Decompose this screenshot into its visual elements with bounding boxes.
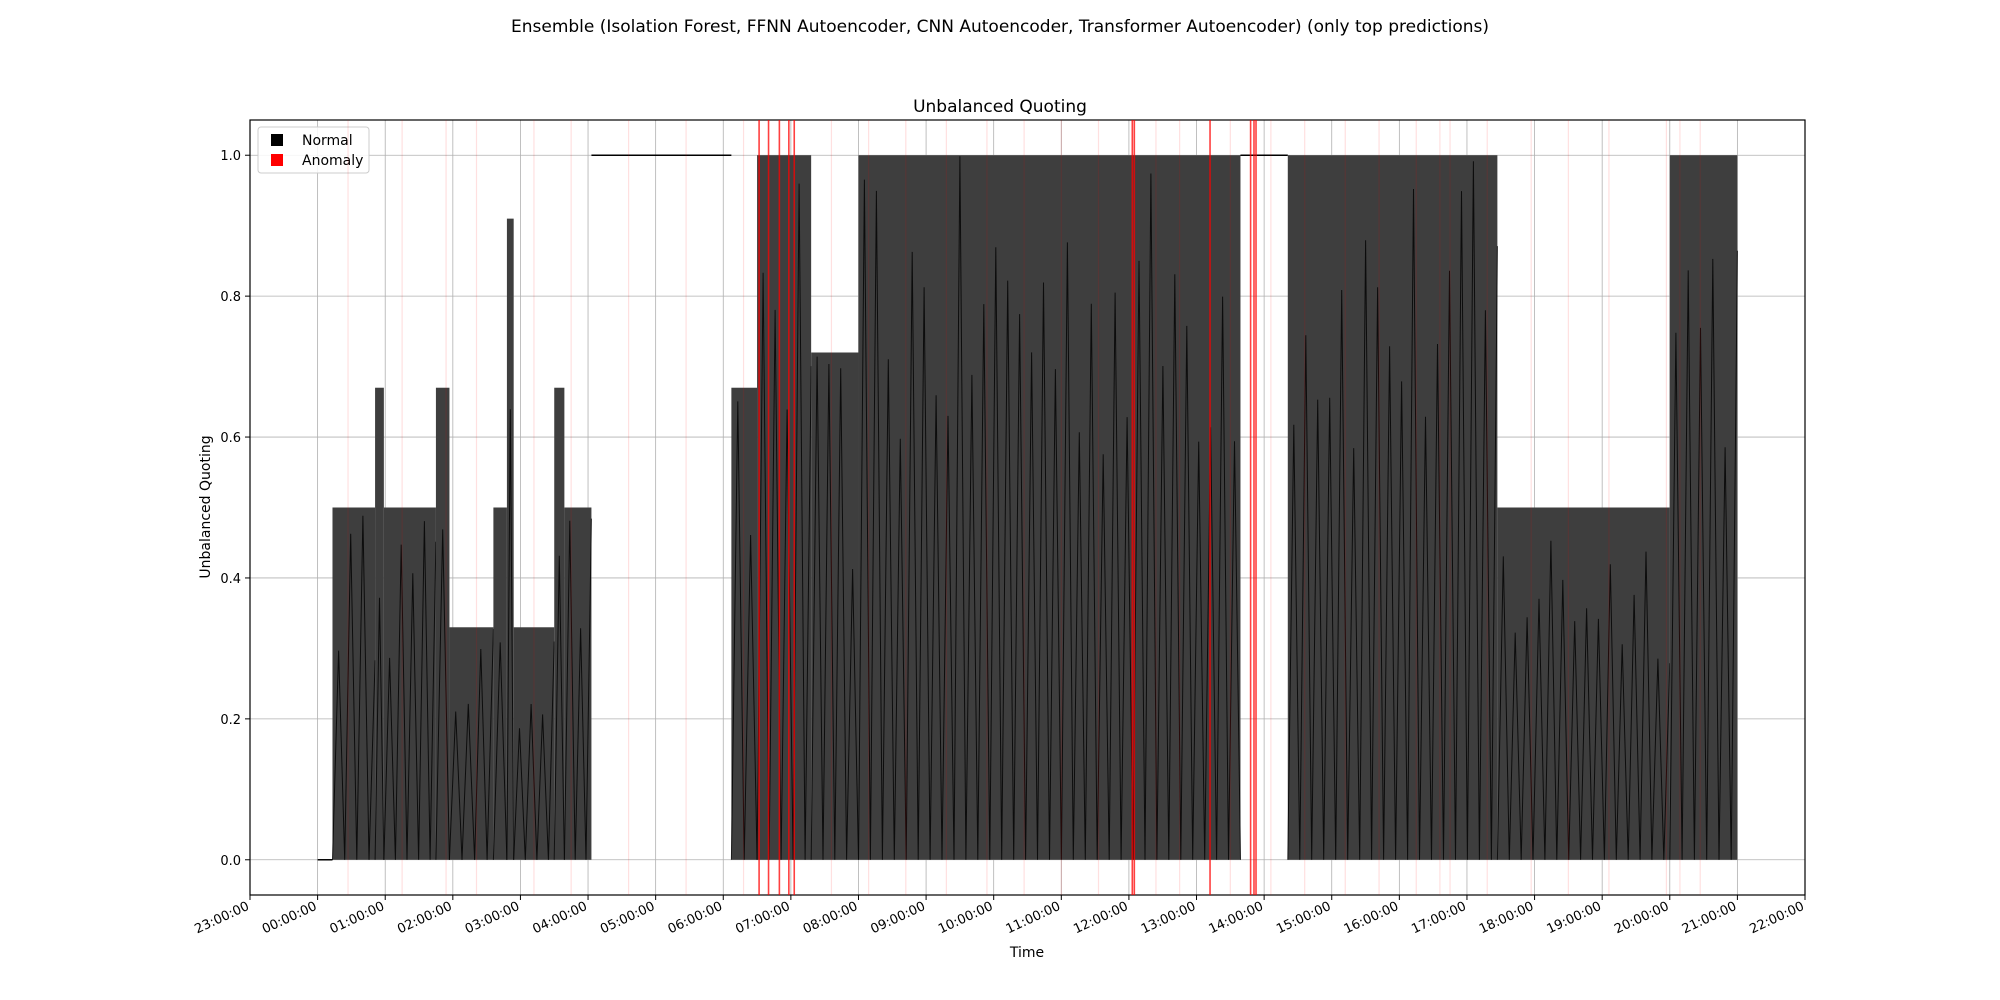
anomaly-markers: [347, 120, 1701, 895]
x-tick-label: 16:00:00: [1342, 899, 1401, 937]
series-trace: [506, 409, 515, 860]
series-trace: [492, 642, 508, 860]
legend-normal-swatch: [271, 134, 283, 146]
series-trace: [553, 555, 565, 860]
x-tick-label: 02:00:00: [395, 899, 454, 937]
x-axis: 23:00:00 00:00:00 01:00:00 02:00:00 03:00:00…: [192, 895, 1807, 937]
series-trace: [858, 156, 1241, 860]
x-tick-label: 10:00:00: [936, 899, 995, 937]
series-band: [564, 507, 592, 860]
legend-anomaly-label: Anomaly: [302, 153, 363, 169]
series-band: [811, 352, 859, 860]
x-tick-label: 04:00:00: [530, 899, 589, 937]
x-tick-label: 11:00:00: [1004, 899, 1063, 937]
legend-normal-label: Normal: [302, 133, 353, 149]
legend-anomaly-swatch: [271, 154, 283, 166]
x-tick-label: 14:00:00: [1207, 899, 1266, 937]
series-trace: [513, 641, 555, 860]
y-tick-label: 0.6: [220, 431, 241, 446]
plot-frame: [249, 119, 1806, 896]
series-band: [383, 507, 436, 860]
x-tick-label: 19:00:00: [1545, 899, 1604, 937]
series-band: [435, 387, 450, 860]
series-lines: [317, 154, 1738, 861]
x-tick-label: 09:00:00: [869, 899, 928, 937]
y-axis-label: Unbalanced Quoting: [198, 435, 214, 578]
chart-title: Unbalanced Quoting: [913, 97, 1087, 117]
y-tick-label: 0.0: [220, 854, 241, 869]
series-trace: [383, 521, 437, 860]
x-tick-label: 21:00:00: [1680, 899, 1739, 937]
series-trace: [374, 597, 385, 860]
y-tick-label: 0.8: [220, 290, 241, 305]
series-trace: [730, 401, 758, 860]
x-tick-label: 06:00:00: [666, 899, 725, 937]
figure-suptitle: Ensemble (Isolation Forest, FFNN Autoenc…: [511, 17, 1489, 37]
series-band: [858, 155, 1241, 860]
x-tick-label: 15:00:00: [1274, 899, 1333, 937]
series-trace: [756, 183, 812, 860]
series-trace: [448, 628, 494, 860]
x-tick-label: 07:00:00: [733, 899, 792, 937]
series-band: [449, 627, 494, 860]
x-tick-label: 23:00:00: [192, 899, 251, 937]
x-tick-label: 13:00:00: [1139, 899, 1198, 937]
series-trace: [332, 515, 376, 860]
x-tick-label: 18:00:00: [1477, 899, 1536, 937]
series-trace: [563, 518, 592, 860]
series-band: [731, 387, 758, 860]
series-trace: [1669, 250, 1738, 860]
series-band: [493, 507, 507, 860]
legend: Normal Anomaly: [257, 126, 370, 174]
y-axis: 0.0 0.2 0.4 0.6 0.8 1.0: [220, 149, 250, 869]
y-tick-label: 0.4: [220, 572, 241, 587]
y-tick-label: 0.2: [220, 713, 241, 728]
x-tick-label: 08:00:00: [801, 899, 860, 937]
x-axis-label: Time: [1009, 945, 1044, 961]
series-trace: [810, 356, 859, 860]
series-trace: [1287, 161, 1498, 860]
x-tick-label: 22:00:00: [1747, 899, 1806, 937]
legend-frame: [257, 126, 370, 174]
x-tick-label: 03:00:00: [463, 899, 522, 937]
x-tick-label: 12:00:00: [1071, 899, 1130, 937]
series-trace: [1496, 540, 1671, 860]
x-tick-label: 17:00:00: [1409, 899, 1468, 937]
x-tick-label: 01:00:00: [328, 899, 387, 937]
x-tick-label: 05:00:00: [598, 899, 657, 937]
y-tick-label: 1.0: [220, 149, 241, 164]
series-band: [554, 387, 565, 860]
series-trace: [435, 529, 450, 860]
x-tick-label: 00:00:00: [260, 899, 319, 937]
x-tick-label: 20:00:00: [1612, 899, 1671, 937]
series-band: [506, 218, 514, 860]
